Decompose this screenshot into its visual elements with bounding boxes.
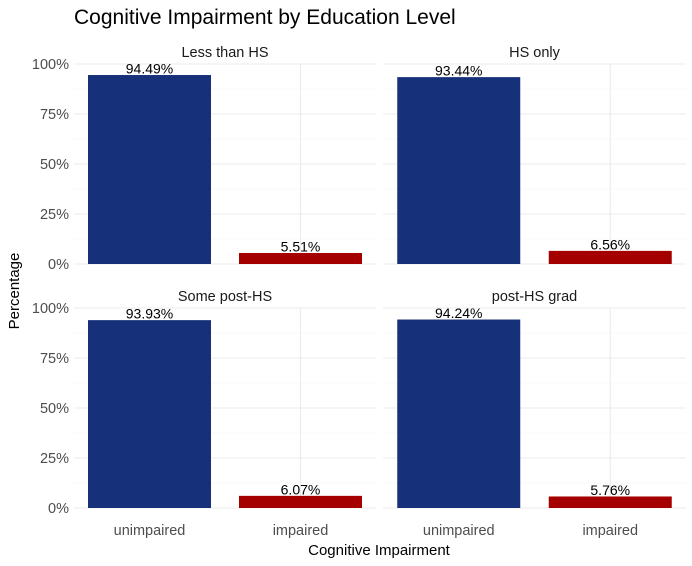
data-label: 94.24% xyxy=(435,305,482,321)
y-tick-label: 50% xyxy=(40,401,69,417)
facet-panels: Less than HS 94.49% 5.51% 0% 25% 50% 75% 100% HS… xyxy=(32,45,686,539)
data-label: 6.07% xyxy=(281,481,321,497)
bar-hs-only-unimpaired xyxy=(397,77,521,265)
y-tick-label: 25% xyxy=(40,207,69,223)
x-tick-label: unimpaired xyxy=(114,523,186,539)
facet-less-than-hs: Less than HS 94.49% 5.51% 0% 25% 50% 75% 100% xyxy=(32,45,376,273)
x-axis-label: Cognitive Impairment xyxy=(308,542,451,559)
data-label: 6.56% xyxy=(590,236,630,252)
bar-some-post-hs-impaired xyxy=(239,495,362,508)
bar-less-than-hs-impaired xyxy=(239,252,362,264)
bar-some-post-hs-unimpaired xyxy=(88,320,211,508)
x-tick-label: impaired xyxy=(582,523,638,539)
y-tick-label: 100% xyxy=(32,57,69,73)
x-tick-label: impaired xyxy=(273,523,329,539)
data-label: 5.76% xyxy=(590,482,630,498)
data-label: 94.49% xyxy=(126,61,173,77)
y-tick-label: 75% xyxy=(40,351,69,367)
facet-title: post-HS grad xyxy=(492,289,577,305)
facet-post-hs-grad: post-HS grad 94.24% 5.76% unimpaired impaire… xyxy=(383,289,686,539)
bar-hs-only-impaired xyxy=(548,250,672,264)
chart-title: Cognitive Impairment by Education Level xyxy=(74,6,456,29)
facet-hs-only: HS only 93.44% 6.56% xyxy=(383,45,686,265)
data-label: 5.51% xyxy=(281,238,321,254)
y-axis-label: Percentage xyxy=(6,253,23,330)
bar-less-than-hs-unimpaired xyxy=(88,75,211,265)
bar-post-hs-grad-unimpaired xyxy=(397,319,521,508)
y-tick-label: 75% xyxy=(40,107,69,123)
facet-title: Less than HS xyxy=(181,45,268,61)
x-tick-label: unimpaired xyxy=(423,523,495,539)
data-label: 93.93% xyxy=(126,306,173,322)
y-tick-label: 50% xyxy=(40,157,69,173)
y-tick-label: 25% xyxy=(40,451,69,467)
y-tick-label: 0% xyxy=(48,257,69,273)
facet-title: HS only xyxy=(509,45,561,61)
y-tick-label: 0% xyxy=(48,501,69,517)
y-tick-label: 100% xyxy=(32,301,69,317)
facet-some-post-hs: Some post-HS 93.93% 6.07% 0% 25% 50% 75% 100% un… xyxy=(32,289,376,539)
bar-post-hs-grad-impaired xyxy=(548,496,672,508)
facet-title: Some post-HS xyxy=(178,289,272,305)
data-label: 93.44% xyxy=(435,63,482,79)
